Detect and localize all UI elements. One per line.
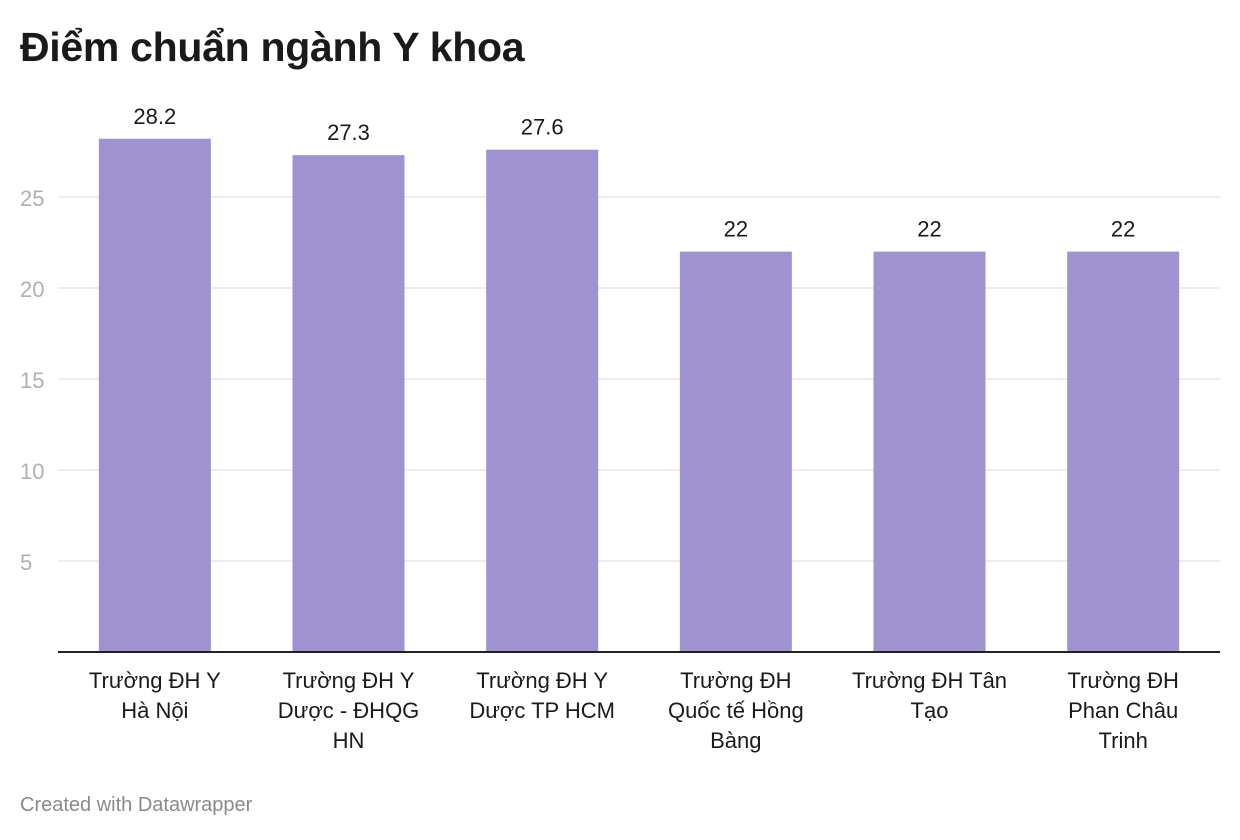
bar-4 (679, 251, 792, 652)
category-label-line: Trường ĐH Y (283, 668, 415, 693)
bar-6 (1067, 251, 1180, 652)
bar-2 (292, 155, 405, 652)
category-label-3: Trường ĐH Y Dược TP HCM (469, 668, 615, 723)
value-label-3: 27.6 (521, 115, 564, 140)
category-label-line: Trường ĐH Y (476, 668, 608, 693)
bar-3 (486, 149, 599, 652)
category-label-2: Trường ĐH Y Dược - ĐHQG HN (278, 668, 420, 753)
category-label-4: Trường ĐH Quốc tế Hồng Bàng (668, 668, 804, 753)
category-label-line: Dược - ĐHQG (278, 698, 420, 723)
bar-chart: 5 10 15 20 25 28.2 27.3 27.6 22 22 22 Trường ĐH Y… (20, 104, 1220, 753)
y-tick-label: 25 (20, 186, 44, 211)
bar-1 (98, 138, 211, 652)
bar-5 (873, 251, 986, 652)
category-label-line: Trường ĐH Tân (852, 668, 1007, 693)
value-label-4: 22 (724, 217, 748, 242)
value-label-1: 28.2 (133, 104, 176, 129)
x-axis-labels: Trường ĐH Y Hà Nội Trường ĐH Y Dược - ĐHQG H… (89, 668, 1179, 753)
category-label-line: Quốc tế Hồng (668, 698, 804, 723)
attribution-footer: Created with Datawrapper (20, 794, 253, 816)
chart-title: Điểm chuẩn ngành Y khoa (20, 24, 525, 70)
category-label-line: Phan Châu (1068, 698, 1178, 723)
value-labels: 28.2 27.3 27.6 22 22 22 (133, 104, 1135, 242)
category-label-line: Dược TP HCM (469, 698, 615, 723)
category-label-line: Bàng (710, 728, 761, 753)
category-label-line: Trường ĐH (1067, 668, 1178, 693)
bars (98, 138, 1180, 652)
y-tick-label: 5 (20, 550, 32, 575)
category-label-line: HN (333, 728, 365, 753)
category-label-5: Trường ĐH Tân Tạo (852, 668, 1007, 723)
category-label-line: Tạo (911, 698, 949, 723)
y-axis-ticks: 5 10 15 20 25 (20, 186, 44, 575)
category-label-6: Trường ĐH Phan Châu Trinh (1067, 668, 1178, 753)
value-label-2: 27.3 (327, 120, 370, 145)
value-label-5: 22 (917, 217, 941, 242)
category-label-line: Trinh (1099, 728, 1148, 753)
y-tick-label: 20 (20, 277, 44, 302)
y-tick-label: 10 (20, 459, 44, 484)
category-label-1: Trường ĐH Y Hà Nội (89, 668, 221, 723)
gridlines (58, 196, 1220, 562)
category-label-line: Hà Nội (121, 698, 188, 723)
y-tick-label: 15 (20, 368, 44, 393)
value-label-6: 22 (1111, 217, 1135, 242)
category-label-line: Trường ĐH Y (89, 668, 221, 693)
category-label-line: Trường ĐH (680, 668, 791, 693)
